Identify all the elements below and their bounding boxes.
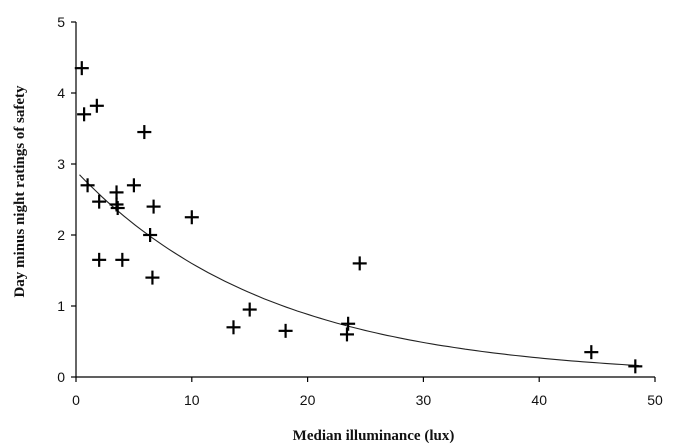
data-points	[74, 61, 643, 374]
trend-line	[79, 174, 639, 367]
data-point	[278, 323, 293, 338]
x-tick-label: 40	[531, 392, 547, 408]
data-point	[109, 197, 124, 212]
data-point	[74, 61, 89, 76]
data-point	[339, 327, 354, 342]
data-point	[341, 316, 356, 331]
data-point	[628, 359, 643, 374]
y-tick-label: 1	[57, 298, 65, 314]
y-tick-label: 5	[57, 14, 65, 30]
axes	[75, 22, 655, 378]
x-tick-label: 20	[300, 392, 316, 408]
y-tick-label: 4	[57, 85, 65, 101]
data-point	[143, 228, 158, 242]
data-point	[89, 98, 104, 113]
data-point	[115, 252, 130, 267]
data-point	[126, 178, 141, 193]
data-point	[80, 178, 95, 193]
data-point	[352, 256, 367, 271]
y-tick-label: 2	[57, 227, 65, 243]
y-tick-label: 3	[57, 156, 65, 172]
data-point	[137, 125, 152, 140]
data-point	[92, 194, 107, 209]
data-point	[242, 302, 257, 317]
y-tick-label: 0	[57, 369, 65, 385]
data-point	[110, 201, 125, 216]
data-point	[584, 345, 599, 360]
y-axis-title: Day minus night ratings of safety	[12, 85, 28, 298]
x-tick-label: 10	[184, 392, 200, 408]
ticks: 0 10 20 30 40 50 0 1 2 3 4 5	[57, 14, 663, 408]
x-axis-title: Median illuminance (lux)	[293, 428, 455, 444]
data-point	[146, 199, 161, 214]
data-point	[92, 252, 107, 267]
x-tick-label: 30	[416, 392, 432, 408]
data-point	[226, 320, 241, 335]
data-point	[145, 270, 160, 285]
data-point	[109, 185, 124, 200]
x-tick-label: 0	[72, 392, 80, 408]
data-point	[77, 107, 92, 122]
data-point	[184, 210, 199, 225]
x-tick-label: 50	[647, 392, 663, 408]
